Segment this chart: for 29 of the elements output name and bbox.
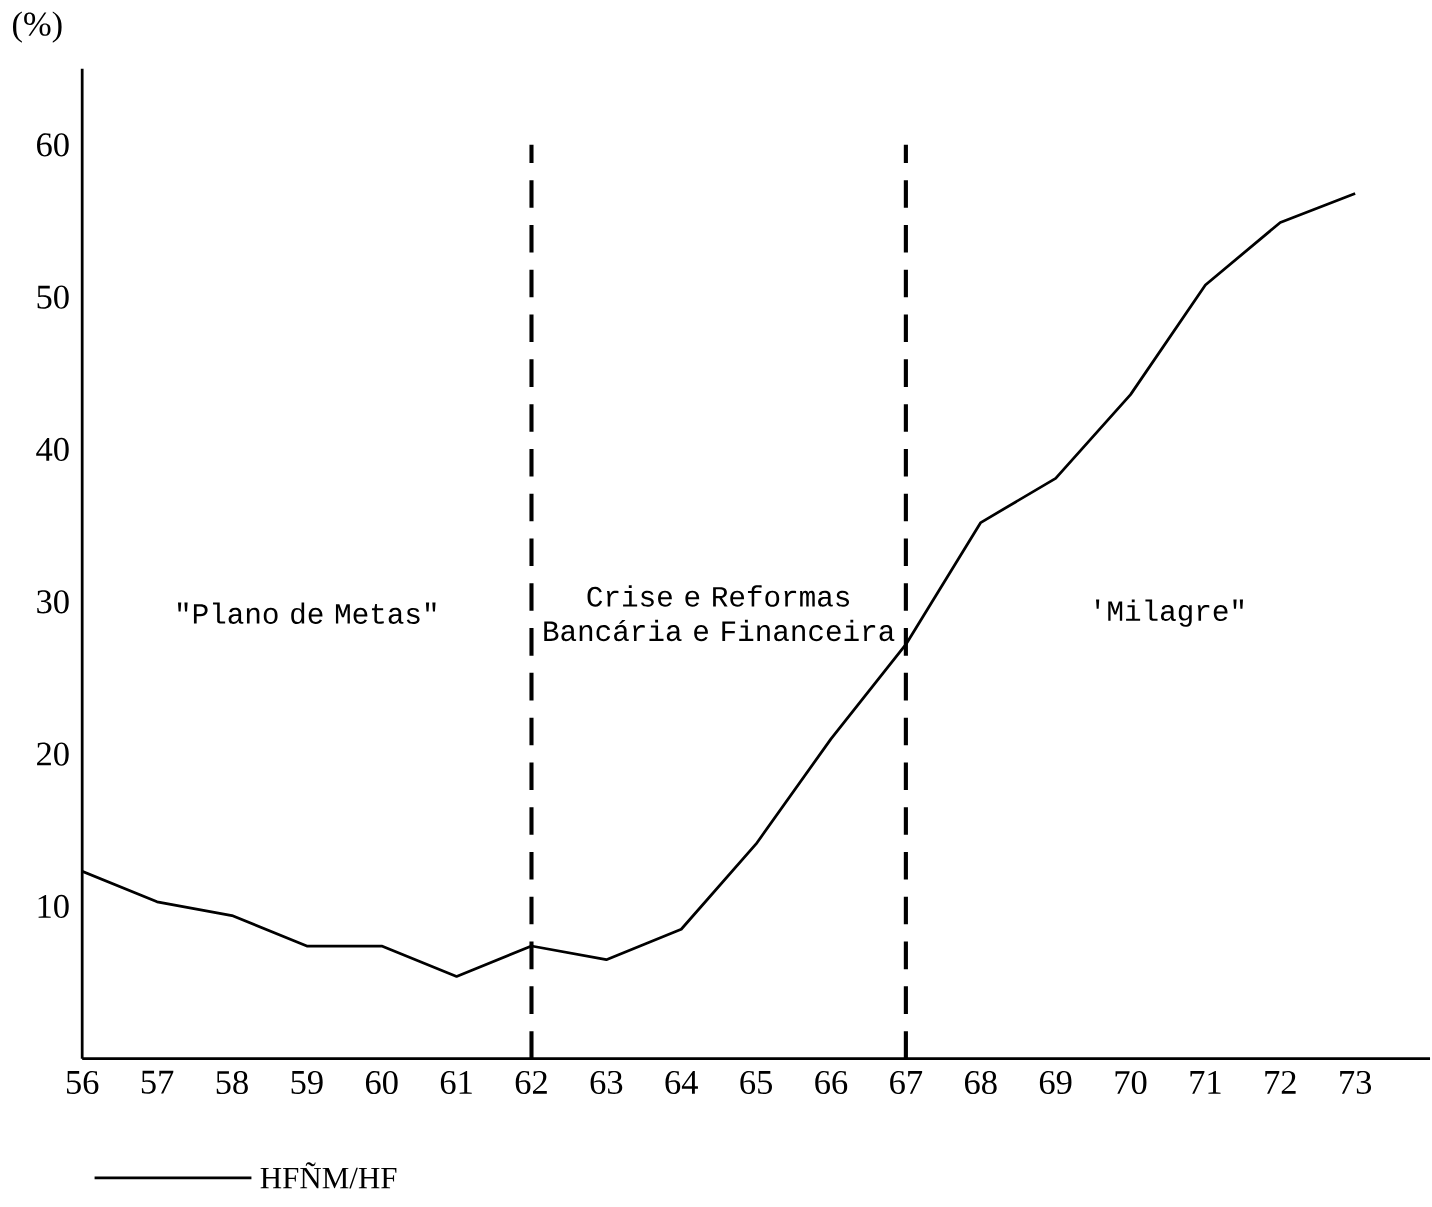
y-axis-title: (%) [12,11,62,43]
x-tick-label: 64 [665,1070,698,1094]
y-tick-label: 20 [37,742,69,766]
y-tick-label: 30 [37,590,69,614]
annotation: Crise e Reformas Bancária e Financeira [544,585,895,642]
x-tick-label: 71 [1190,1070,1221,1094]
x-tick-label: 67 [890,1070,923,1094]
y-tick-label: 40 [36,437,69,461]
x-tick-label: 57 [141,1070,174,1094]
text: HFÑM/HF [260,1162,397,1189]
x-tick-label: 65 [740,1070,772,1094]
annotation: 'Milagre" [1096,599,1243,627]
x-tick-label: 58 [216,1070,248,1095]
y-tick-label: 10 [38,894,69,918]
x-tick-label: 62 [515,1070,547,1094]
x-tick-label: 72 [1265,1070,1296,1094]
x-tick-label: 60 [365,1070,398,1095]
x-tick-label: 68 [964,1070,997,1095]
annotation: "Plano de Metas" [178,602,436,624]
x-tick-label: 63 [590,1070,623,1094]
x-tick-label: 70 [1115,1070,1147,1095]
x-tick-label: 59 [291,1070,323,1094]
x-tick-label: 66 [815,1070,848,1094]
y-tick-label: 60 [37,133,69,157]
x-tick-label: 69 [1039,1070,1072,1094]
y-tick-label: 50 [37,285,69,309]
x-tick-label: 56 [66,1070,99,1094]
x-tick-label: 61 [440,1070,472,1094]
x-tick-label: 73 [1340,1070,1372,1094]
